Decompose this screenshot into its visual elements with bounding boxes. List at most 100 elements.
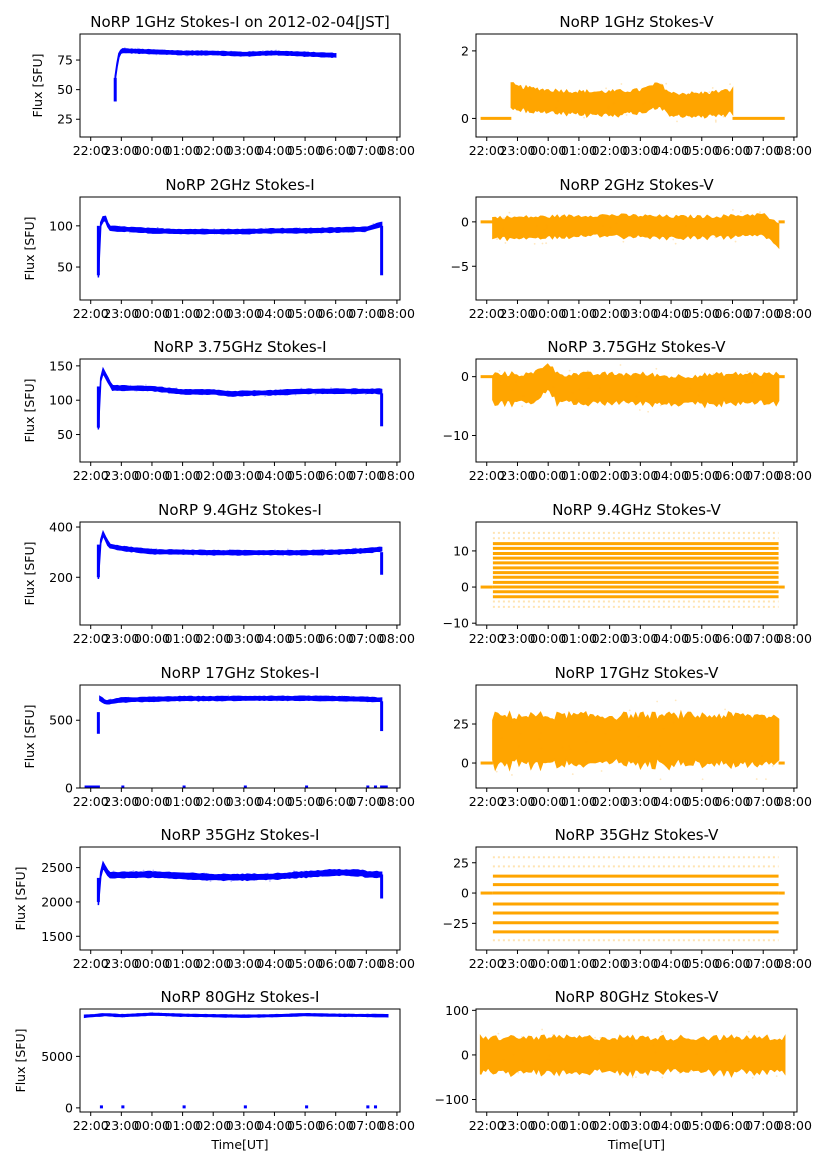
axes-frame	[79, 846, 401, 951]
data-point	[708, 91, 711, 93]
data-point	[727, 95, 730, 98]
data-point	[522, 1059, 524, 1062]
data-band	[99, 695, 383, 705]
data-point	[142, 869, 145, 872]
data-point	[249, 229, 252, 232]
data-point	[134, 389, 136, 392]
data-point	[370, 698, 373, 701]
y-tick-label: 2000	[41, 894, 73, 909]
x-tick-label: 02:00	[195, 631, 231, 646]
data-point	[608, 739, 611, 742]
data-point	[334, 1014, 336, 1017]
data-point	[209, 229, 211, 232]
data-point	[352, 1013, 355, 1016]
data-point	[372, 222, 375, 225]
y-axis-label: Flux [SFU]	[22, 379, 37, 443]
axes-frame	[475, 521, 798, 626]
x-tick-label: 08:00	[776, 306, 812, 321]
data-point	[729, 229, 732, 231]
data-point	[717, 93, 720, 96]
data-point	[340, 697, 343, 700]
x-tick-label: 06:00	[714, 794, 750, 809]
data-point	[549, 1059, 552, 1061]
data-point	[274, 549, 276, 552]
data-point	[285, 52, 288, 55]
data-point	[712, 373, 715, 375]
data-point	[116, 225, 119, 228]
data-point	[144, 384, 147, 387]
data-point	[252, 392, 255, 395]
data-point	[118, 225, 121, 228]
x-tick-label: 01:00	[561, 794, 597, 809]
data-point	[689, 1070, 692, 1072]
x-tick-label: 00:00	[530, 794, 566, 809]
x-tick-label: 22:00	[73, 468, 109, 483]
data-point	[168, 52, 171, 55]
x-tick-label: 05:00	[684, 468, 720, 483]
data-point	[286, 548, 289, 551]
chart-title: NoRP 9.4GHz Stokes-I	[158, 501, 322, 519]
data-point	[271, 1015, 274, 1018]
chart-panel-80ghz-v: NoRP 80GHz Stokes-V −100 0 100 22:0023:0000:…	[435, 988, 812, 1152]
x-tick-label: 05:00	[287, 143, 323, 158]
x-tick-label: 23:00	[499, 1118, 535, 1133]
chart-title: NoRP 17GHz Stokes-I	[161, 664, 320, 682]
data-point	[330, 387, 332, 389]
x-axis-label: Time[UT]	[607, 1137, 665, 1152]
data-point	[282, 390, 284, 393]
plot-area	[480, 531, 785, 608]
data-point	[219, 51, 222, 54]
chart-panel-9.4ghz-v: NoRP 9.4GHz Stokes-V −10 0 10 22:0023:0000:0…	[443, 501, 812, 646]
data-point	[313, 391, 315, 394]
x-tick-label: 03:00	[226, 143, 262, 158]
data-point	[116, 700, 119, 703]
data-point	[538, 738, 541, 741]
data-point	[159, 875, 162, 877]
x-tick-label: 03:00	[226, 794, 262, 809]
data-point	[683, 234, 686, 237]
chart-title: NoRP 35GHz Stokes-I	[161, 826, 320, 844]
data-point	[504, 242, 507, 244]
data-point	[355, 1015, 358, 1018]
data-point	[101, 1013, 104, 1016]
data-point	[719, 715, 722, 718]
data-point	[377, 1014, 380, 1017]
data-point	[761, 755, 764, 757]
data-point	[267, 872, 269, 875]
data-point	[136, 386, 139, 389]
data-point	[724, 708, 726, 711]
x-tick-label: 05:00	[684, 631, 720, 646]
y-tick-label: 0	[65, 781, 73, 796]
data-point	[123, 545, 126, 548]
data-point	[285, 51, 288, 54]
x-tick-label: 22:00	[469, 306, 505, 321]
data-point	[618, 729, 621, 732]
data-point	[594, 1068, 596, 1070]
data-point	[164, 696, 167, 699]
data-band	[83, 1012, 389, 1019]
data-point	[508, 211, 511, 214]
data-point	[543, 229, 546, 231]
data-point	[661, 1076, 664, 1079]
data-point	[755, 778, 758, 780]
data-point	[631, 1044, 634, 1046]
data-point	[155, 547, 158, 550]
data-point	[291, 52, 294, 55]
x-tick-label: 08:00	[776, 631, 812, 646]
x-tick-label: 03:00	[226, 306, 262, 321]
chart-panel-2ghz-v: NoRP 2GHz Stokes-V −5 0 22:0023:0000:0001:0…	[451, 176, 812, 321]
data-point	[112, 870, 115, 873]
plot-area	[480, 856, 785, 942]
y-tick-label: 150	[49, 358, 73, 373]
data-point	[667, 111, 669, 114]
data-point	[166, 53, 168, 55]
chart-title: NoRP 1GHz Stokes-V	[559, 13, 714, 31]
x-tick-label: 02:00	[592, 143, 628, 158]
x-tick-label: 02:00	[592, 956, 628, 971]
data-point	[241, 698, 244, 701]
axes-frame	[79, 196, 401, 301]
x-tick-label: 04:00	[653, 794, 689, 809]
data-point	[578, 388, 581, 391]
data-point	[541, 1028, 543, 1031]
data-point	[170, 698, 173, 701]
